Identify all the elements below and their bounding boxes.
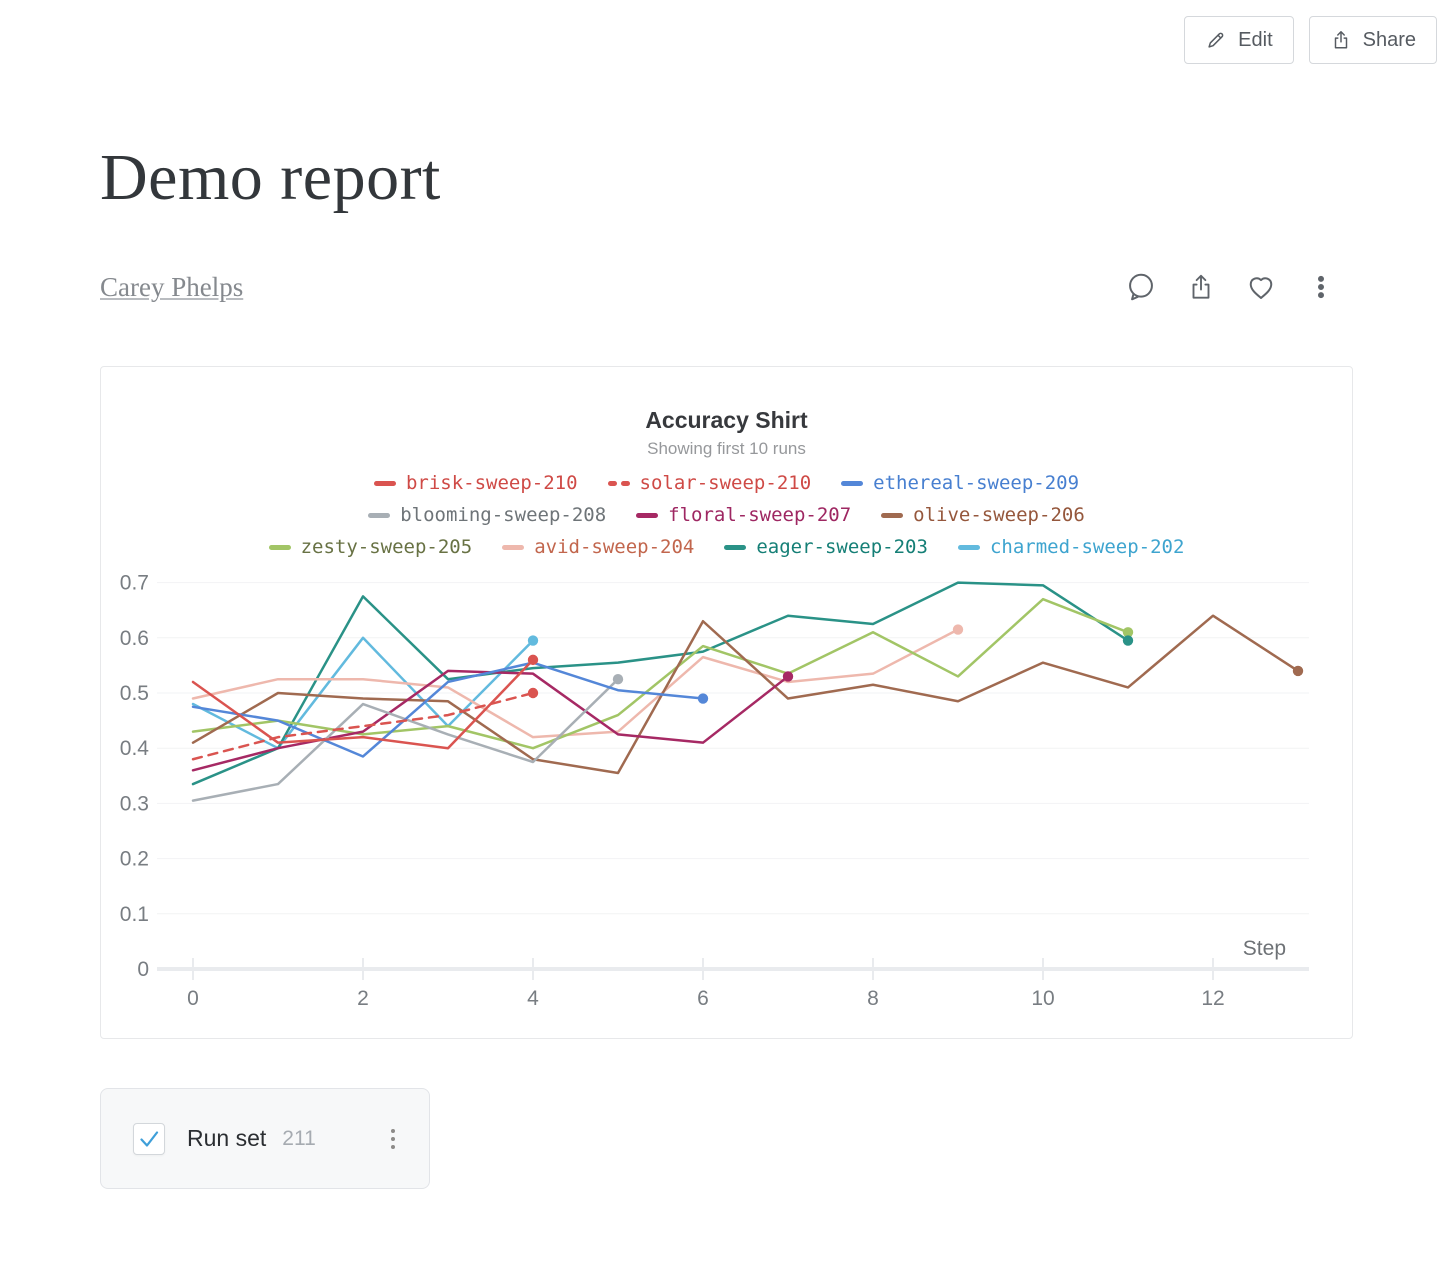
share-button[interactable]: Share (1308, 16, 1437, 64)
check-icon (140, 1130, 159, 1147)
legend-row: zesty-sweep-205 avid-sweep-204 eager-sweep… (101, 532, 1352, 562)
runset-bar: Run set 211 (100, 1088, 430, 1189)
x-tick-label: 2 (357, 987, 369, 1010)
runset-kebab-icon[interactable] (391, 1128, 395, 1149)
share-upload-icon[interactable] (1184, 270, 1218, 304)
accuracy-chart-svg: 0 0.1 0.2 0.3 0.4 0.5 0.6 0.7 0 2 4 6 8 10 12 Step (120, 572, 1309, 1010)
legend-swatch (957, 544, 980, 550)
share-button-label: Share (1362, 28, 1416, 51)
legend-item-blooming-sweep-208[interactable]: blooming-sweep-208 (368, 504, 606, 526)
legend-swatch (636, 512, 659, 518)
y-tick-label: 0.4 (120, 737, 150, 760)
legend-item-avid-sweep-204[interactable]: avid-sweep-204 (502, 536, 694, 558)
legend-item-olive-sweep-206[interactable]: olive-sweep-206 (881, 504, 1085, 526)
legend-swatch (841, 480, 864, 486)
y-tick-label: 0.1 (120, 903, 149, 926)
edit-button[interactable]: Edit (1184, 16, 1294, 64)
legend-item-floral-sweep-207[interactable]: floral-sweep-207 (636, 504, 851, 526)
x-tick-label: 8 (867, 987, 879, 1010)
series-end-dot-ethereal-sweep-209 (697, 693, 709, 704)
series-line-charmed-sweep-202 (191, 636, 535, 750)
pencil-icon (1205, 29, 1227, 51)
legend-item-solar-sweep-210[interactable]: solar-sweep-210 (607, 472, 812, 494)
report-action-icons (1124, 270, 1338, 304)
runset-label: Run set (187, 1125, 267, 1151)
toolbar: Edit Share (1184, 16, 1437, 64)
legend-swatch (373, 480, 396, 486)
legend-swatch (881, 512, 904, 518)
legend-row: blooming-sweep-208 floral-sweep-207 olive-… (101, 500, 1352, 530)
series-end-dot-avid-sweep-204 (952, 624, 964, 635)
page-title: Demo report (100, 141, 441, 214)
chart-subtitle: Showing first 10 runs (647, 439, 806, 458)
heart-icon[interactable] (1244, 270, 1278, 304)
series-end-dot-eager-sweep-203 (1122, 635, 1134, 646)
series-line-blooming-sweep-208 (191, 677, 620, 802)
series-line-zesty-sweep-205 (191, 597, 1130, 750)
legend-label: zesty-sweep-205 (300, 536, 473, 558)
series-end-dot-olive-sweep-206 (1292, 665, 1304, 677)
comment-icon[interactable] (1124, 270, 1158, 304)
y-tick-label: 0.2 (120, 848, 149, 871)
series-line-brisk-sweep-210 (191, 658, 535, 750)
legend-swatch (502, 544, 525, 550)
series-end-dot-brisk-sweep-210 (527, 654, 539, 666)
legend-swatch (268, 544, 291, 550)
x-axis-title: Step (1243, 937, 1286, 960)
y-tick-label: 0.6 (120, 627, 149, 650)
legend-swatch (368, 512, 391, 518)
series-end-dot-blooming-sweep-208 (612, 674, 624, 685)
legend-label: avid-sweep-204 (534, 536, 695, 558)
legend-label: brisk-sweep-210 (405, 472, 578, 494)
series-line-eager-sweep-203 (191, 581, 1130, 786)
legend-item-brisk-sweep-210[interactable]: brisk-sweep-210 (373, 472, 578, 494)
y-tick-label: 0.5 (120, 682, 149, 705)
legend-label: charmed-sweep-202 (989, 536, 1185, 558)
x-tick-label: 12 (1201, 987, 1224, 1010)
share-icon (1330, 29, 1352, 51)
legend-label: solar-sweep-210 (639, 472, 812, 494)
y-tick-label: 0 (137, 958, 149, 981)
series-line-olive-sweep-206 (191, 614, 1300, 775)
legend-row: brisk-sweep-210 solar-sweep-210 ethereal-s… (101, 468, 1352, 498)
y-tick-label: 0.3 (120, 792, 149, 815)
legend-label: blooming-sweep-208 (400, 504, 607, 526)
y-tick-label: 0.7 (120, 572, 149, 595)
author-link[interactable]: Carey Phelps (100, 272, 244, 302)
legend-swatch (724, 544, 747, 550)
chart-title: Accuracy Shirt (645, 407, 808, 433)
legend-label: floral-sweep-207 (668, 504, 852, 526)
chart-panel[interactable]: Accuracy Shirt Showing first 10 runs bri… (100, 366, 1353, 1039)
chart-legend: brisk-sweep-210 solar-sweep-210 ethereal-s… (101, 468, 1352, 562)
x-tick-label: 0 (187, 987, 199, 1010)
legend-item-charmed-sweep-202[interactable]: charmed-sweep-202 (957, 536, 1185, 558)
runset-checkbox[interactable] (133, 1122, 165, 1155)
series-line-ethereal-sweep-209 (191, 661, 705, 758)
legend-label: ethereal-sweep-209 (873, 472, 1080, 494)
series-end-dot-solar-sweep-210 (527, 687, 539, 699)
kebab-menu-icon[interactable] (1304, 270, 1338, 304)
series-end-dot-floral-sweep-207 (782, 671, 794, 682)
x-tick-label: 4 (527, 987, 539, 1010)
x-tick-label: 10 (1031, 987, 1054, 1010)
x-tick-label: 6 (697, 987, 709, 1010)
series-line-avid-sweep-204 (191, 628, 960, 739)
legend-label: olive-sweep-206 (913, 504, 1085, 526)
legend-label: eager-sweep-203 (756, 536, 928, 558)
runset-count: 211 (282, 1126, 316, 1150)
legend-item-zesty-sweep-205[interactable]: zesty-sweep-205 (268, 536, 473, 558)
legend-item-ethereal-sweep-209[interactable]: ethereal-sweep-209 (841, 472, 1079, 494)
series-end-dot-zesty-sweep-205 (1122, 627, 1134, 638)
edit-button-label: Edit (1238, 28, 1273, 51)
series-line-solar-sweep-210 (191, 691, 535, 761)
legend-swatch (607, 480, 630, 486)
legend-item-eager-sweep-203[interactable]: eager-sweep-203 (724, 536, 928, 558)
series-end-dot-charmed-sweep-202 (527, 635, 539, 646)
